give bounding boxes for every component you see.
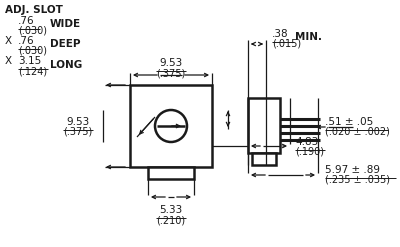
Text: 9.53: 9.53 bbox=[66, 117, 90, 127]
Text: 5.97 ± .89: 5.97 ± .89 bbox=[325, 165, 380, 175]
Text: (.235 ± .035): (.235 ± .035) bbox=[325, 175, 390, 185]
Bar bbox=[130, 85, 212, 167]
Text: LONG: LONG bbox=[50, 60, 82, 70]
Text: X: X bbox=[5, 56, 12, 66]
Text: X: X bbox=[5, 36, 12, 46]
Text: 5.33: 5.33 bbox=[159, 205, 183, 215]
Text: (.210): (.210) bbox=[156, 215, 186, 225]
Text: DEEP: DEEP bbox=[50, 39, 80, 49]
Text: (.020 ± .002): (.020 ± .002) bbox=[325, 127, 390, 137]
Text: (.190): (.190) bbox=[295, 147, 324, 157]
Text: 4.83: 4.83 bbox=[295, 137, 318, 147]
Text: (.124): (.124) bbox=[18, 66, 47, 76]
Bar bbox=[248, 98, 280, 153]
Text: ADJ. SLOT: ADJ. SLOT bbox=[5, 5, 63, 15]
Bar bbox=[148, 167, 194, 179]
Text: .76: .76 bbox=[18, 36, 35, 46]
Text: (.375): (.375) bbox=[63, 127, 93, 137]
Text: .76: .76 bbox=[18, 16, 35, 26]
Text: .38: .38 bbox=[272, 29, 289, 39]
Text: 3.15: 3.15 bbox=[18, 56, 41, 66]
Text: (.375): (.375) bbox=[156, 68, 186, 78]
Text: WIDE: WIDE bbox=[50, 19, 81, 29]
Text: (.015): (.015) bbox=[272, 39, 301, 49]
Text: 9.53: 9.53 bbox=[159, 58, 183, 68]
Text: MIN.: MIN. bbox=[295, 32, 322, 42]
Bar bbox=[252, 153, 276, 165]
Text: (.030): (.030) bbox=[18, 46, 47, 56]
Text: (.030): (.030) bbox=[18, 26, 47, 36]
Text: .51 ± .05: .51 ± .05 bbox=[325, 117, 373, 127]
